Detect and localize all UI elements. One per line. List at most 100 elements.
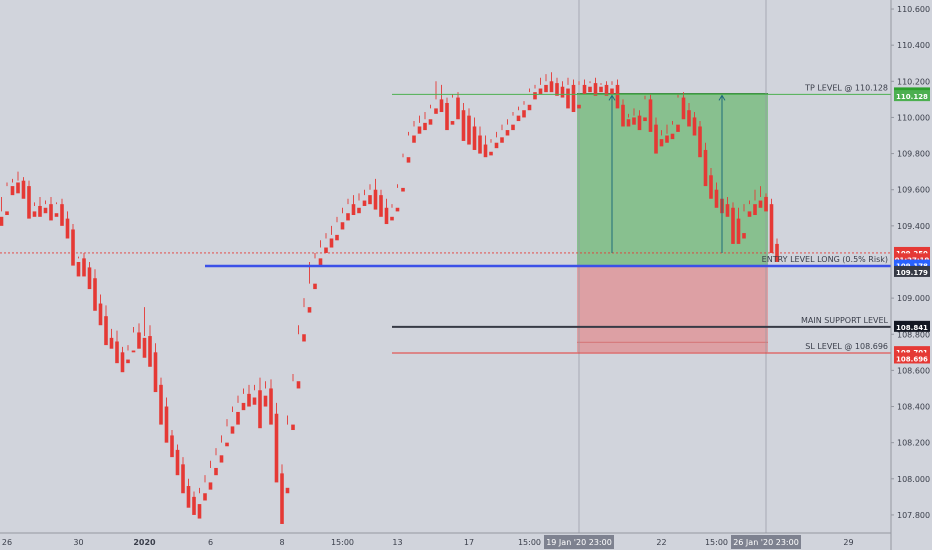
time-tick-label-0: 26 (2, 538, 12, 547)
candle-body-59 (324, 247, 328, 253)
candle-body-21 (115, 341, 119, 364)
candle-body-96 (527, 104, 532, 111)
candle-body-126 (692, 117, 697, 136)
candle-body-101 (555, 83, 559, 96)
candle-body-47 (258, 390, 262, 429)
time-tick-label-2: 2020 (133, 538, 156, 547)
candle-body-64 (351, 204, 356, 216)
time-tick-label-11: 29 (843, 538, 853, 547)
level-lines: TP LEVEL @ 110.128 ENTRY LEVEL LONG (0.5%… (0, 83, 891, 354)
candle-body-123 (676, 124, 680, 132)
candle-body-118 (648, 99, 653, 132)
candle-body-42 (230, 426, 235, 434)
target-arrows (608, 94, 726, 253)
candle-body-4 (21, 180, 26, 199)
candle-body-7 (38, 205, 42, 217)
price-axis[interactable]: 110.600 110.400 110.200 110.000 109.800 109.6… (891, 5, 930, 520)
price-axis-badge-4 (894, 259, 930, 271)
time-tick-label-10: 15:00 (705, 538, 728, 547)
price-tick-label-0: 110.600 (897, 5, 930, 14)
candle-body-57 (313, 283, 317, 290)
candle-body-45 (247, 393, 251, 407)
price-tick-label-7: 109.000 (897, 294, 930, 303)
candle-body-88 (483, 144, 488, 158)
candle-body-46 (252, 397, 257, 405)
candle-body-17 (93, 278, 97, 311)
price-axis-badge-2 (894, 246, 930, 258)
candle-body-6 (32, 211, 37, 217)
candle-body-111 (610, 88, 614, 94)
candle-body-3 (16, 182, 20, 194)
candle-body-98 (538, 88, 543, 94)
candle-body-2 (10, 186, 15, 196)
candle-body-136 (747, 211, 752, 217)
candle-body-10 (54, 213, 59, 217)
candle-body-72 (395, 207, 400, 212)
candle-body-119 (654, 124, 658, 154)
candle-body-27 (148, 336, 152, 367)
price-tick-label-6: 109.400 (897, 222, 930, 231)
candle-body-5 (27, 186, 31, 219)
candle-body-28 (153, 352, 158, 393)
candle-body-86 (472, 126, 477, 150)
candle-body-93 (511, 124, 515, 131)
level-label-0: TP LEVEL @ 110.128 (804, 83, 888, 92)
price-tick-label-2: 110.200 (897, 77, 930, 86)
candle-body-77 (423, 122, 427, 131)
candle-body-30 (164, 406, 169, 443)
candle-body-125 (687, 110, 691, 127)
price-axis-badge-8 (894, 352, 930, 364)
candle-body-12 (65, 218, 70, 239)
candle-body-106 (582, 84, 587, 94)
candle-body-58 (318, 258, 323, 266)
candle-body-67 (368, 195, 372, 205)
candle-body-50 (274, 413, 279, 483)
candle-body-52 (285, 487, 290, 494)
candle-body-129 (709, 175, 713, 199)
candle-body-37 (203, 493, 207, 501)
candle-body-54 (296, 381, 301, 389)
candle-body-15 (82, 258, 86, 277)
candle-body-95 (522, 110, 526, 118)
price-axis-badge-6 (894, 320, 930, 332)
candle-body-117 (643, 117, 647, 122)
level-label-3: SL LEVEL @ 108.696 (805, 342, 888, 351)
price-tick-label-10: 108.400 (897, 403, 930, 412)
candle-body-79 (434, 108, 438, 114)
candle-body-85 (467, 115, 471, 145)
candle-body-23 (126, 359, 130, 364)
candle-body-19 (104, 316, 108, 346)
price-tick-label-1: 110.400 (897, 41, 930, 50)
candle-body-43 (236, 411, 240, 425)
candle-body-35 (192, 496, 196, 515)
candle-body-39 (214, 467, 218, 476)
candle-body-53 (291, 424, 295, 431)
time-axis[interactable]: 26 30 2020 6 8 15:00 13 17 15:00 22 15:00 29 19 Jan … (2, 535, 854, 549)
time-tick-label-8: 15:00 (518, 538, 541, 547)
candle-body-130 (714, 189, 719, 208)
candle-body-8 (43, 207, 48, 214)
candle-body-65 (357, 207, 361, 214)
time-highlight-label-0: 19 Jan '20 23:00 (546, 538, 612, 547)
candle-body-74 (406, 157, 411, 163)
candle-body-94 (516, 115, 521, 122)
candle-body-32 (175, 449, 180, 476)
candle-body-107 (588, 86, 592, 93)
loss-zone (577, 265, 768, 353)
candle-body-75 (412, 135, 416, 143)
candle-body-90 (494, 142, 499, 149)
time-highlight-box-0 (544, 535, 614, 549)
candle-body-18 (98, 303, 103, 326)
price-tick-label-8: 108.800 (897, 330, 930, 339)
candle-body-44 (241, 402, 246, 411)
candle-body-61 (335, 234, 339, 241)
candle-body-109 (599, 86, 603, 93)
candle-body-22 (120, 352, 125, 373)
level-label-2: MAIN SUPPORT LEVEL (801, 316, 889, 325)
candle-body-20 (109, 337, 114, 349)
candle-body-114 (626, 119, 631, 127)
candle-body-138 (758, 200, 763, 208)
candle-body-82 (450, 121, 455, 125)
